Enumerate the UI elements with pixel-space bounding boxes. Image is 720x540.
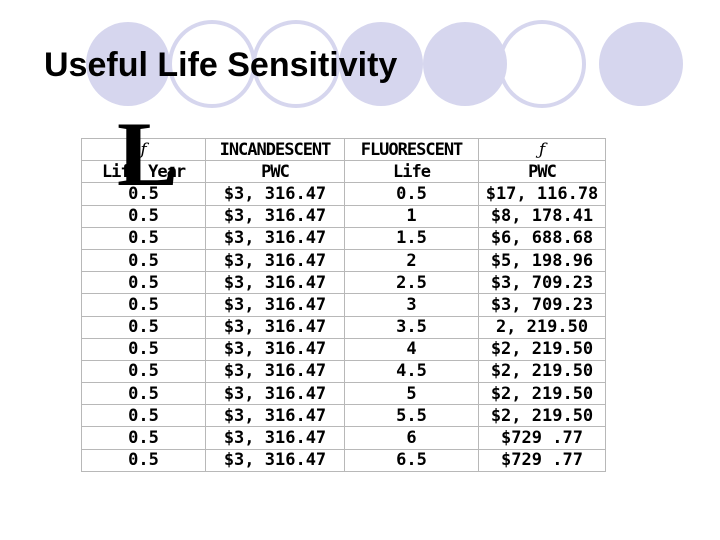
table-cell: 1.5 <box>344 226 479 250</box>
table-cell: 0.5 <box>81 426 206 450</box>
table-cell: $3, 316.47 <box>205 337 345 361</box>
table-row: 0.5 $3, 316.47 6 $729 .77 <box>81 426 606 450</box>
table-row: 0.5 $3, 316.47 1.5 $6, 688.68 <box>81 226 606 250</box>
table-cell: $729 .77 <box>478 426 606 450</box>
table-row: 0.5 $3, 316.47 4.5 $2, 219.50 <box>81 359 606 384</box>
table-cell: 0.5 <box>81 315 206 339</box>
table-row: 0.5 $3, 316.47 6.5 $729 .77 <box>81 448 606 472</box>
table-cell: 4.5 <box>344 359 479 384</box>
table-cell: 2, 219.50 <box>478 315 606 339</box>
decor-circle <box>423 22 507 106</box>
decor-circle <box>252 20 340 108</box>
table-row: 0.5 $3, 316.47 1 $8, 178.41 <box>81 204 606 228</box>
table-cell: 0.5 <box>81 293 206 317</box>
table-cell: 2.5 <box>344 271 479 295</box>
table-cell: $3, 316.47 <box>205 204 345 228</box>
table-cell: $6, 688.68 <box>478 226 606 250</box>
header-cell: INCANDESCENT <box>205 137 345 162</box>
table-cell: 6 <box>344 426 479 450</box>
table-cell: 1 <box>344 204 479 228</box>
table-cell: $3, 709.23 <box>478 271 606 295</box>
table-cell: 4 <box>344 337 479 361</box>
table-row: 0.5 $3, 316.47 5 $2, 219.50 <box>81 382 606 406</box>
table-cell: 0.5 <box>81 337 206 361</box>
table-cell: 0.5 <box>81 248 206 273</box>
table-cell: $3, 316.47 <box>205 359 345 384</box>
decorative-circles <box>86 20 683 108</box>
table-cell: $2, 219.50 <box>478 382 606 406</box>
table-cell: 6.5 <box>344 448 479 472</box>
page-title: Useful Life Sensitivity <box>44 46 398 84</box>
table-cell: 0.5 <box>81 404 206 428</box>
table-cell: 2 <box>344 248 479 273</box>
header-cell: Life Year <box>81 160 206 184</box>
table-cell: 0.5 <box>81 448 206 472</box>
table-cell: 0.5 <box>81 271 206 295</box>
table-cell: $3, 316.47 <box>205 248 345 273</box>
table-cell: 0.5 <box>81 359 206 384</box>
table-body: ƒ INCANDESCENT FLUORESCENT ƒ Life Year P… <box>81 137 606 472</box>
table-cell: 5 <box>344 382 479 406</box>
header-cell: ƒ <box>478 137 606 162</box>
header-cell: PWC <box>205 160 345 184</box>
decor-circle <box>339 22 423 106</box>
table-cell: 3.5 <box>344 315 479 339</box>
table-cell: $3, 316.47 <box>205 226 345 250</box>
table-cell: 5.5 <box>344 404 479 428</box>
table-header-row: Life Year PWC Life PWC <box>81 160 606 184</box>
table-row: 0.5 $3, 316.47 2.5 $3, 709.23 <box>81 271 606 295</box>
table-row: 0.5 $3, 316.47 3.5 2, 219.50 <box>81 315 606 339</box>
table-row: 0.5 $3, 316.47 5.5 $2, 219.50 <box>81 404 606 428</box>
table-cell: $729 .77 <box>478 448 606 472</box>
table-cell: 0.5 <box>81 204 206 228</box>
table-cell: 0.5 <box>81 226 206 250</box>
table-cell: $5, 198.96 <box>478 248 606 273</box>
header-cell: FLUORESCENT <box>344 137 479 162</box>
table-cell: $8, 178.41 <box>478 204 606 228</box>
table-cell: 3 <box>344 293 479 317</box>
table-cell: 0.5 <box>344 182 479 206</box>
header-cell: PWC <box>478 160 606 184</box>
table-cell: $3, 709.23 <box>478 293 606 317</box>
table-row: 0.5 $3, 316.47 2 $5, 198.96 <box>81 248 606 273</box>
table-cell: $17, 116.78 <box>478 182 606 206</box>
table-cell: $2, 219.50 <box>478 404 606 428</box>
table-cell: 0.5 <box>81 382 206 406</box>
table-cell: $2, 219.50 <box>478 337 606 361</box>
table-row: 0.5 $3, 316.47 3 $3, 709.23 <box>81 293 606 317</box>
equation-symbol-glyph: L <box>117 103 179 205</box>
header-cell: Life <box>344 160 479 184</box>
decor-circle <box>86 22 170 106</box>
decor-circle <box>498 20 586 108</box>
table-cell: $3, 316.47 <box>205 293 345 317</box>
sensitivity-table-container: ƒ INCANDESCENT FLUORESCENT ƒ Life Year P… <box>81 137 606 472</box>
table-cell: $2, 219.50 <box>478 359 606 384</box>
table-cell: $3, 316.47 <box>205 426 345 450</box>
table-row: 0.5 $3, 316.47 4 $2, 219.50 <box>81 337 606 361</box>
sensitivity-table: ƒ INCANDESCENT FLUORESCENT ƒ Life Year P… <box>81 137 606 472</box>
table-cell: $3, 316.47 <box>205 404 345 428</box>
decor-circle <box>599 22 683 106</box>
table-cell: $3, 316.47 <box>205 448 345 472</box>
table-cell: $3, 316.47 <box>205 382 345 406</box>
table-cell: $3, 316.47 <box>205 182 345 206</box>
table-cell: $3, 316.47 <box>205 271 345 295</box>
table-header-row: ƒ INCANDESCENT FLUORESCENT ƒ <box>81 137 606 162</box>
table-cell: $3, 316.47 <box>205 315 345 339</box>
